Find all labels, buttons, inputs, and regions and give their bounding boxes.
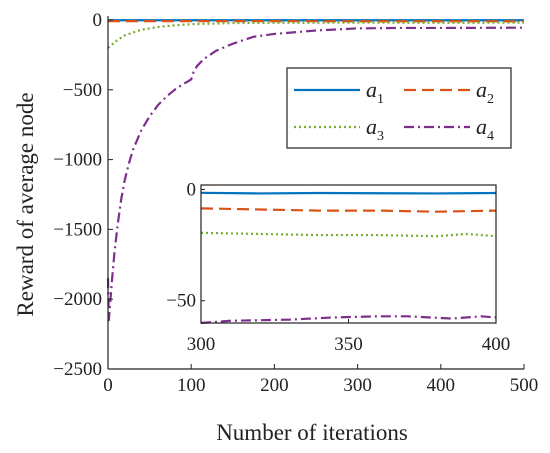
inset-plot: 300 350 400 0 −50 <box>166 179 510 355</box>
legend-label-a3: a3 <box>366 114 384 144</box>
y-axis-label: Reward of average node <box>13 92 38 316</box>
x-axis-label: Number of iterations <box>216 420 408 445</box>
x-tick-label: 500 <box>510 375 539 396</box>
x-tick-label: 300 <box>343 375 372 396</box>
legend-label-a4: a4 <box>476 114 494 144</box>
inset-x-tick-label: 300 <box>187 334 216 355</box>
series-line-a3 <box>107 21 525 49</box>
legend-box <box>286 67 512 149</box>
x-tick-label: 400 <box>427 375 456 396</box>
inset-y-tick-label: 0 <box>187 179 197 200</box>
legend-label-a1: a1 <box>366 77 384 107</box>
y-tick-label: −1000 <box>53 150 102 171</box>
x-tick-label: 0 <box>103 375 113 396</box>
inset-series-line-a2 <box>200 207 497 213</box>
inset-y-tick-label: −50 <box>166 291 196 312</box>
inset-x-tick-label: 400 <box>482 334 511 355</box>
inset-series-line-a4 <box>200 315 497 325</box>
legend: a1 a2 a3 a4 <box>286 67 512 149</box>
x-tick-label: 100 <box>177 375 206 396</box>
legend-label-a2: a2 <box>476 77 494 107</box>
inset-series-line-a3 <box>200 231 497 238</box>
inset-series-line-a1 <box>200 191 497 195</box>
y-tick-label: −500 <box>63 80 102 101</box>
inset-background <box>201 185 496 323</box>
y-tick-label: −2500 <box>53 359 102 380</box>
x-tick-label: 200 <box>260 375 289 396</box>
y-tick-label: 0 <box>93 10 103 31</box>
main-plot: 0 100 200 300 400 5000−500−1000−1500−2000−250… <box>13 10 538 445</box>
y-tick-label: −2000 <box>53 289 102 310</box>
series-line-a4 <box>106 26 525 322</box>
inset-x-tick-label: 350 <box>334 334 363 355</box>
y-tick-label: −1500 <box>53 219 102 240</box>
